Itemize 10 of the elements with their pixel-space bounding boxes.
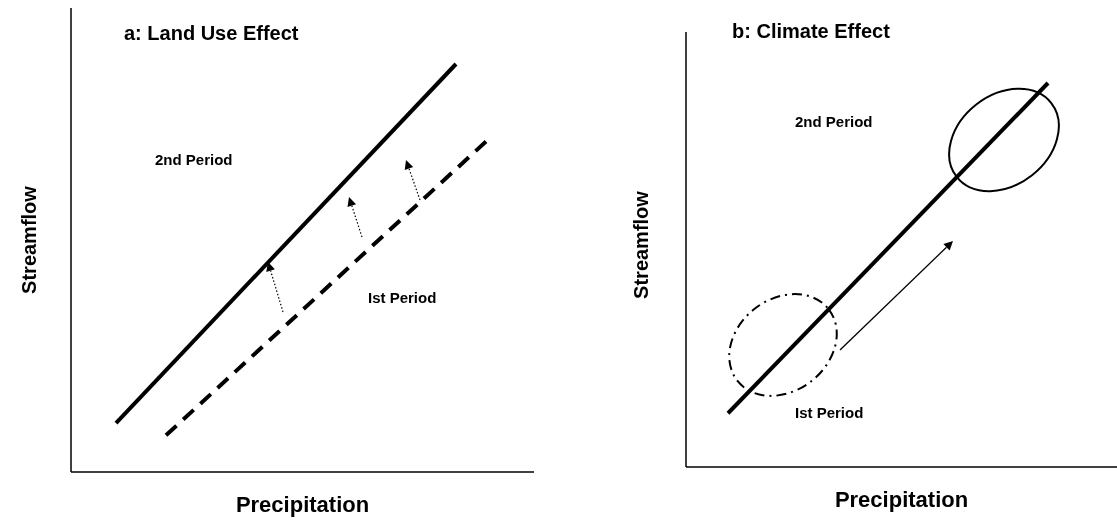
annotation: 2nd Period [155, 151, 233, 168]
chart-title: b: Climate Effect [732, 20, 891, 42]
annotation: 2nd Period [795, 113, 873, 130]
chart-title: a: Land Use Effect [124, 22, 299, 44]
y-axis-title: Streamflow [630, 190, 652, 299]
annotation: Ist Period [368, 289, 437, 306]
x-axis-title: Precipitation [834, 487, 969, 512]
annotation: Ist Period [795, 404, 864, 421]
y-axis-title: Streamflow [18, 185, 40, 294]
x-axis-title: Precipitation [235, 492, 370, 517]
